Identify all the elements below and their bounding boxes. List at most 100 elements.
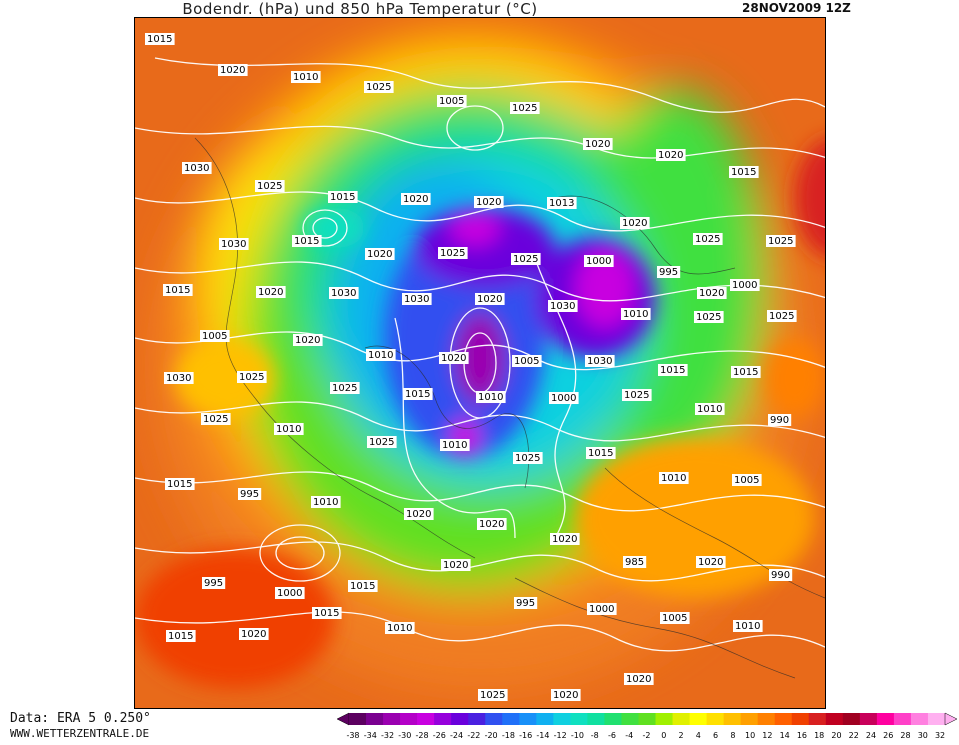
legend-tick-label: -8 xyxy=(591,731,599,740)
isobar-label: 1025 xyxy=(367,436,397,448)
isobar-value: 1025 xyxy=(515,453,540,464)
isobar-value: 1015 xyxy=(588,448,613,459)
isobar-label: 1000 xyxy=(549,392,579,404)
isobar-value: 1013 xyxy=(549,198,574,209)
isobar-label: 990 xyxy=(769,569,793,581)
legend-tick-label: 24 xyxy=(866,731,876,740)
legend-tick-label: -34 xyxy=(364,731,377,740)
isobar-label: 1020 xyxy=(293,334,323,346)
isobar-label: 1020 xyxy=(404,508,434,520)
isobar-labels: 1015 1020 1010 1025 1005 1025 1020 1020 1015 1030… xyxy=(145,33,797,701)
isobar-value: 1020 xyxy=(552,534,577,545)
isobar-label: 1025 xyxy=(513,452,543,464)
isobar-label: 1020 xyxy=(624,673,654,685)
isobar-label: 1015 xyxy=(312,607,342,619)
isobar-value: 1020 xyxy=(476,197,501,208)
isobar-value: 985 xyxy=(625,557,644,568)
legend-swatch xyxy=(706,713,725,725)
legend-tick-label: 28 xyxy=(900,731,910,740)
isobar-value: 1020 xyxy=(553,690,578,701)
legend-tick-label: 12 xyxy=(762,731,772,740)
legend-swatch xyxy=(553,713,571,725)
legend-tick-label: 14 xyxy=(780,731,790,740)
isobar-value: 1010 xyxy=(661,473,686,484)
legend-tick-label: 32 xyxy=(935,731,945,740)
isobar-value: 1010 xyxy=(623,309,648,320)
legend-tick-label: -22 xyxy=(467,731,480,740)
isobar-value: 1015 xyxy=(147,34,172,45)
isobar-value: 1020 xyxy=(367,249,392,260)
isobar-value: 1010 xyxy=(368,350,393,361)
isobar-value: 1030 xyxy=(331,288,356,299)
isobar-label: 1005 xyxy=(732,474,762,486)
legend-tick-label: 22 xyxy=(849,731,859,740)
legend-swatch xyxy=(417,713,435,725)
isobar-label: 1025 xyxy=(478,689,508,701)
isobar-value: 1025 xyxy=(239,372,264,383)
legend-swatch xyxy=(859,713,878,725)
map-title: Bodendr. (hPa) und 850 hPa Temperatur (°… xyxy=(182,0,538,18)
legend-swatch xyxy=(451,713,469,725)
legend-swatch xyxy=(587,713,605,725)
isobar-value: 1025 xyxy=(768,236,793,247)
isobar-label: 1010 xyxy=(733,620,763,632)
isobar-label: 1030 xyxy=(329,287,359,299)
isobar-value: 1025 xyxy=(480,690,505,701)
legend-swatch xyxy=(383,713,401,725)
isobar-label: 1015 xyxy=(731,366,761,378)
isobar-value: 1020 xyxy=(403,194,428,205)
legend-tick-label: 20 xyxy=(831,731,841,740)
isobar-label: 1025 xyxy=(767,310,797,322)
isobar-label: 1015 xyxy=(586,447,616,459)
isobar-label: 1025 xyxy=(766,235,796,247)
legend-swatch xyxy=(842,713,861,725)
isobar-value: 1010 xyxy=(735,621,760,632)
isobar-value: 1030 xyxy=(221,239,246,250)
isobar-value: 1005 xyxy=(439,96,464,107)
legend-swatch xyxy=(655,713,674,725)
isobar-value: 1005 xyxy=(514,356,539,367)
legend-tick-label: -2 xyxy=(643,731,651,740)
legend-tick-label: 30 xyxy=(918,731,928,740)
isobar-value: 1015 xyxy=(168,631,193,642)
legend-swatch xyxy=(672,713,691,725)
isobar-label: 1020 xyxy=(550,533,580,545)
isobar-value: 1015 xyxy=(405,389,430,400)
isobar-value: 1015 xyxy=(167,479,192,490)
isobar-label: 995 xyxy=(657,266,681,278)
legend-tick-label: 16 xyxy=(797,731,807,740)
website-url: WWW.WETTERZENTRALE.DE xyxy=(10,727,150,740)
isobar-value: 1020 xyxy=(699,288,724,299)
isobar-value: 1020 xyxy=(622,218,647,229)
isobar-value: 1015 xyxy=(731,167,756,178)
isobar-value: 1025 xyxy=(624,390,649,401)
isobar-label: 1010 xyxy=(366,349,396,361)
legend-swatch xyxy=(774,713,793,725)
isobar-label: 1010 xyxy=(291,71,321,83)
isobar-label: 1005 xyxy=(437,95,467,107)
isobar-value: 1025 xyxy=(257,181,282,192)
legend-tick-label: 6 xyxy=(713,731,718,740)
isobar-label: 1025 xyxy=(255,180,285,192)
legend-tick-label: -28 xyxy=(416,731,429,740)
color-legend: -38 -34 -32 -30 -28 -26 -24 -22 -20 -18 -16 -14 -12-… xyxy=(335,711,959,741)
isobar-label: 1020 xyxy=(365,248,395,260)
isobar-label: 1020 xyxy=(656,149,686,161)
isobar-value: 1000 xyxy=(732,280,757,291)
isobar-label: 1020 xyxy=(439,352,469,364)
isobar-value: 1000 xyxy=(586,256,611,267)
isobar-label: 1020 xyxy=(256,286,286,298)
legend-tick-label: 10 xyxy=(745,731,755,740)
legend-swatch xyxy=(485,713,503,725)
isobar-value: 1020 xyxy=(241,629,266,640)
legend-tick-label: -18 xyxy=(502,731,515,740)
isobar-label: 1020 xyxy=(696,556,726,568)
legend-tick-label: -32 xyxy=(381,731,394,740)
isobar-label: 1025 xyxy=(511,253,541,265)
legend-swatch xyxy=(570,713,588,725)
legend-swatch xyxy=(366,713,384,725)
isobar-label: 1025 xyxy=(237,371,267,383)
isobar-value: 1015 xyxy=(350,581,375,592)
isobar-label: 1000 xyxy=(584,255,614,267)
legend-swatch xyxy=(893,713,912,725)
